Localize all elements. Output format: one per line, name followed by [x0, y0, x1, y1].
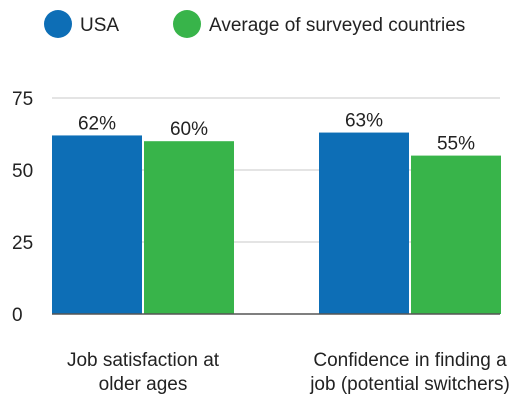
legend-swatch-1 [173, 10, 201, 38]
chart-legend: USA Average of surveyed countries [44, 10, 465, 38]
legend-label-0: USA [80, 15, 119, 36]
legend-label-1: Average of surveyed countries [209, 15, 465, 36]
bar-1-1 [411, 155, 501, 314]
data-label-0-0: 62% [78, 113, 116, 134]
category-label-0-line-0: Job satisfaction at [67, 350, 220, 371]
bar-0-0 [52, 135, 142, 314]
y-tick-label-75: 75 [12, 89, 33, 110]
data-label-1-1: 55% [437, 134, 475, 155]
data-label-1-0: 63% [345, 111, 383, 132]
category-label-1-line-1: job (potential switchers) [309, 374, 510, 395]
y-tick-label-25: 25 [12, 233, 33, 254]
bar-0-1 [144, 141, 234, 314]
category-label-0-line-1: older ages [99, 374, 188, 395]
legend-swatch-0 [44, 10, 72, 38]
category-labels: Job satisfaction at older ages Confidence … [67, 350, 510, 395]
data-labels: 62% 60% 63% 55% [78, 111, 475, 155]
y-tick-label-0: 0 [12, 305, 23, 326]
bar-1-0 [319, 132, 409, 314]
category-label-1-line-0: Confidence in finding a [313, 350, 507, 371]
y-axis-ticks: 0 25 50 75 [12, 89, 33, 326]
bars [52, 132, 501, 314]
y-tick-label-50: 50 [12, 161, 33, 182]
data-label-0-1: 60% [170, 119, 208, 140]
